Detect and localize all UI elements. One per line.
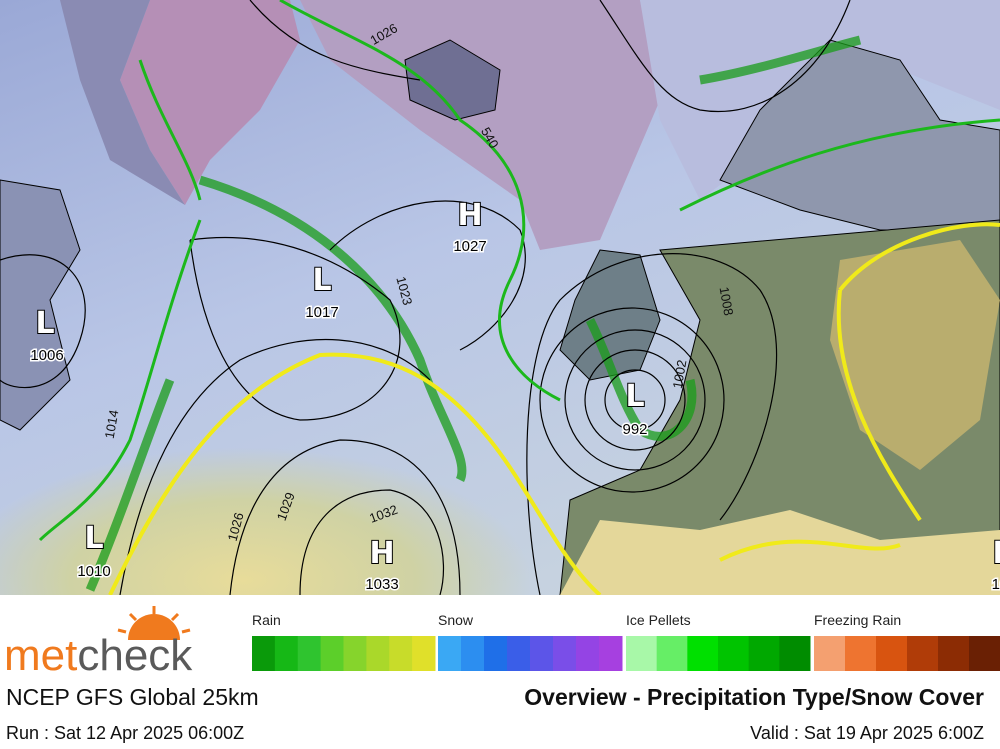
legend-swatch bbox=[553, 636, 577, 671]
isobar-label: 1008 bbox=[717, 286, 737, 317]
legend-swatch bbox=[252, 636, 276, 671]
legend-swatch bbox=[389, 636, 413, 671]
legend-swatch bbox=[748, 636, 780, 671]
chart-title: Overview - Precipitation Type/Snow Cover bbox=[524, 684, 984, 710]
pressure-symbol: L bbox=[625, 379, 644, 414]
legend-swatch bbox=[461, 636, 485, 671]
legend-swatch bbox=[599, 636, 623, 671]
isobar-label: 1023 bbox=[393, 275, 415, 307]
legend-label: Rain bbox=[252, 612, 281, 628]
legend-swatch bbox=[438, 636, 462, 671]
pressure-symbol: H bbox=[369, 536, 394, 571]
pressure-symbol: L bbox=[35, 306, 54, 341]
legend-swatch bbox=[576, 636, 600, 671]
legend-swatch bbox=[297, 636, 322, 671]
legend-swatch bbox=[845, 636, 877, 671]
legend-label: Snow bbox=[438, 612, 474, 628]
pressure-value: 1033 bbox=[365, 576, 398, 593]
legend-label: Freezing Rain bbox=[814, 612, 901, 628]
scandinavia bbox=[719, 39, 1000, 231]
legend-swatch bbox=[969, 636, 1000, 671]
legend-swatch bbox=[274, 636, 299, 671]
greenland-west bbox=[60, 0, 185, 205]
pressure-value: 1010 bbox=[77, 563, 110, 580]
valid-time: Valid : Sat 19 Apr 2025 6:00Z bbox=[750, 723, 984, 743]
legend-swatch bbox=[814, 636, 846, 671]
pressure-symbol: H bbox=[457, 198, 482, 233]
pressure-symbol: L bbox=[84, 521, 103, 556]
logo-sun bbox=[128, 614, 180, 640]
legend-swatch bbox=[718, 636, 750, 671]
legend-swatch bbox=[412, 636, 436, 671]
run-time: Run : Sat 12 Apr 2025 06:00Z bbox=[6, 723, 244, 743]
pressure-value: 1017 bbox=[305, 304, 338, 321]
legend-swatch bbox=[530, 636, 554, 671]
canada bbox=[0, 179, 81, 431]
logo: metcheck bbox=[4, 606, 193, 680]
logo-text: metcheck bbox=[4, 631, 193, 680]
legend-swatch bbox=[507, 636, 531, 671]
map bbox=[0, 0, 1000, 597]
legend: Rain Snow Ice Pellets Freezing Rain bbox=[252, 612, 1000, 671]
model-name: NCEP GFS Global 25km bbox=[6, 684, 259, 710]
540-line bbox=[38, 0, 1000, 542]
legend-swatch bbox=[938, 636, 970, 671]
pressure-value: 1027 bbox=[453, 238, 486, 255]
legend-swatch bbox=[779, 636, 811, 671]
pressure-symbol: L bbox=[992, 536, 1000, 571]
legend-swatch bbox=[876, 636, 908, 671]
legend-swatch bbox=[656, 636, 688, 671]
isobars bbox=[0, 0, 851, 596]
warm-europe bbox=[830, 240, 1000, 470]
greenland bbox=[120, 0, 300, 205]
legend-swatch bbox=[687, 636, 719, 671]
logo-part: met bbox=[4, 631, 77, 680]
legend-label: Ice Pellets bbox=[626, 612, 691, 628]
isobar-label: 1002 bbox=[670, 359, 690, 390]
pressure-value: 10 bbox=[992, 576, 1000, 593]
pressure-value: 992 bbox=[622, 421, 647, 438]
legend-swatch bbox=[626, 636, 658, 671]
isobar-label: 1014 bbox=[102, 409, 122, 440]
isobar-label: 1026 bbox=[225, 511, 247, 543]
pressure-centers: H 1027 L 1017 L 1006 L 1010 H 1033 L 992… bbox=[29, 197, 1000, 595]
legend-swatch bbox=[484, 636, 508, 671]
pressure-value: 1006 bbox=[30, 347, 63, 364]
freezing-level bbox=[108, 222, 1000, 597]
legend-swatch bbox=[366, 636, 390, 671]
logo-rays bbox=[117, 606, 191, 634]
africa bbox=[560, 510, 1000, 595]
legend-swatch bbox=[907, 636, 939, 671]
arctic-air bbox=[300, 0, 660, 250]
iceland bbox=[404, 39, 501, 121]
legend-swatch bbox=[343, 636, 367, 671]
logo-part: check bbox=[77, 631, 193, 680]
pressure-symbol: L bbox=[312, 263, 331, 298]
legend-swatch bbox=[320, 636, 344, 671]
isobar-labels: 1026 540 1023 1014 1026 1029 1032 1008 1… bbox=[102, 20, 737, 542]
